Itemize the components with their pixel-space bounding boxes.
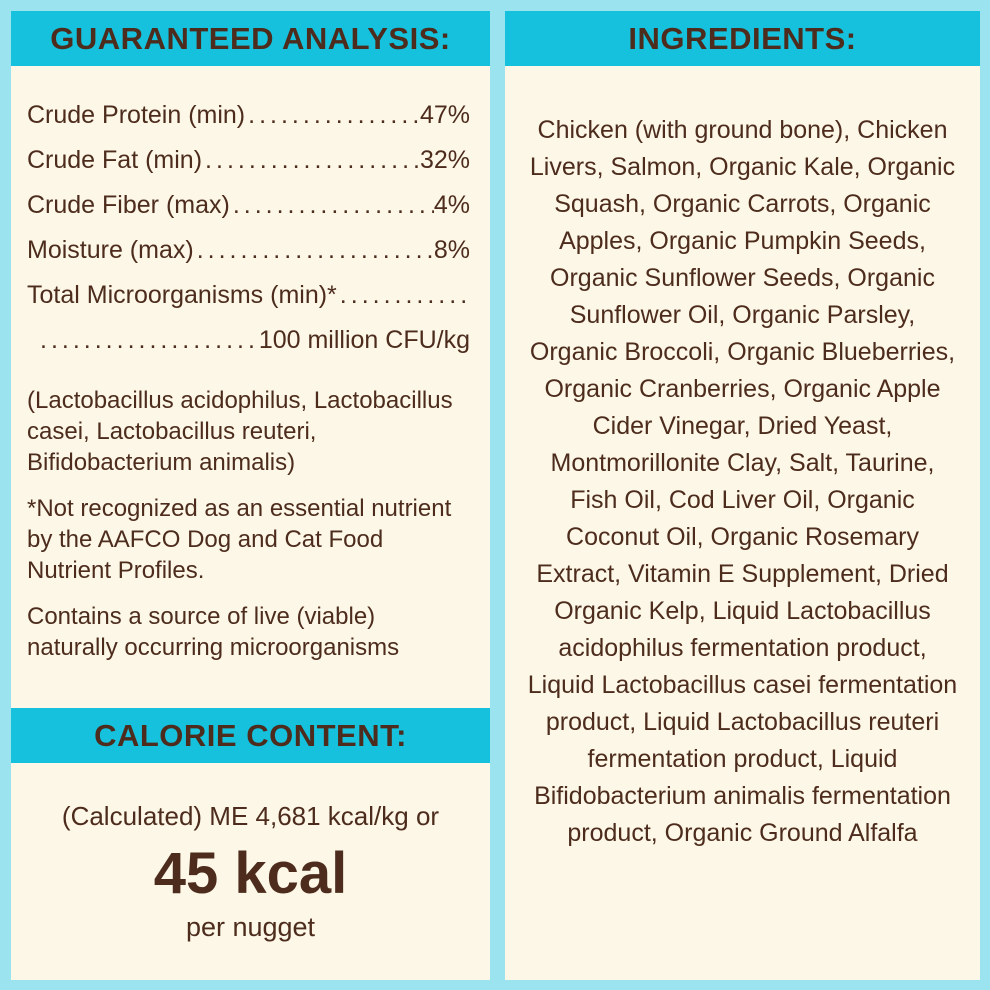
calorie-value: 45 kcal bbox=[153, 841, 348, 906]
calorie-content-header: CALORIE CONTENT: bbox=[11, 708, 490, 763]
analysis-value: 47% bbox=[419, 101, 470, 129]
analysis-label: Total Microorganisms (min)* bbox=[27, 281, 337, 309]
analysis-label: Crude Protein (min) bbox=[27, 101, 246, 129]
analysis-row-crude-fat: Crude Fat (min) ........................… bbox=[27, 138, 470, 183]
analysis-row-total-microorganisms: Total Microorganisms (min)* ............… bbox=[27, 273, 470, 318]
analysis-value: 32% bbox=[419, 146, 470, 174]
analysis-row-moisture: Moisture (max) .........................… bbox=[27, 228, 470, 273]
analysis-label: Moisture (max) bbox=[27, 236, 194, 264]
leader-dots: ........................................… bbox=[205, 146, 420, 174]
probiotics-species-note: (Lactobacillus acidophilus, Lactobacillu… bbox=[27, 387, 453, 476]
leader-dots: ........................................… bbox=[196, 236, 434, 264]
calorie-calculated-line: (Calculated) ME 4,681 kcal/kg or bbox=[61, 801, 440, 831]
analysis-row-cfu: ........................................… bbox=[27, 318, 470, 363]
guaranteed-analysis-panel: GUARANTEED ANALYSIS: Crude Protein (min)… bbox=[11, 11, 490, 980]
leader-dots: ........................................… bbox=[248, 101, 420, 129]
analysis-label: Crude Fiber (max) bbox=[27, 191, 230, 219]
calorie-content: (Calculated) ME 4,681 kcal/kg or 45 kcal… bbox=[11, 763, 490, 980]
analysis-value: 100 million CFU/kg bbox=[258, 326, 470, 354]
ingredients-panel: INGREDIENTS: Chicken (with ground bone),… bbox=[505, 11, 980, 980]
calorie-unit: per nugget bbox=[185, 912, 316, 942]
leader-dots: ........................................… bbox=[339, 281, 470, 309]
analysis-row-crude-fiber: Crude Fiber (max) ......................… bbox=[27, 183, 470, 228]
analysis-value: 8% bbox=[433, 236, 470, 264]
analysis-row-crude-protein: Crude Protein (min) ....................… bbox=[27, 93, 470, 138]
analysis-value: 4% bbox=[433, 191, 470, 219]
aafco-footnote: *Not recognized as an essential nutrient… bbox=[27, 495, 452, 584]
ingredients-header: INGREDIENTS: bbox=[505, 11, 980, 66]
ingredients-list: Chicken (with ground bone), Chicken Live… bbox=[527, 116, 958, 847]
leader-dots: ........................................… bbox=[40, 326, 259, 354]
live-microorganisms-note: Contains a source of live (viable) natur… bbox=[27, 603, 400, 661]
analysis-label: Crude Fat (min) bbox=[27, 146, 203, 174]
guaranteed-analysis-header: GUARANTEED ANALYSIS: bbox=[11, 11, 490, 66]
analysis-content: Crude Protein (min) ....................… bbox=[11, 66, 490, 708]
leader-dots: ........................................… bbox=[232, 191, 434, 219]
